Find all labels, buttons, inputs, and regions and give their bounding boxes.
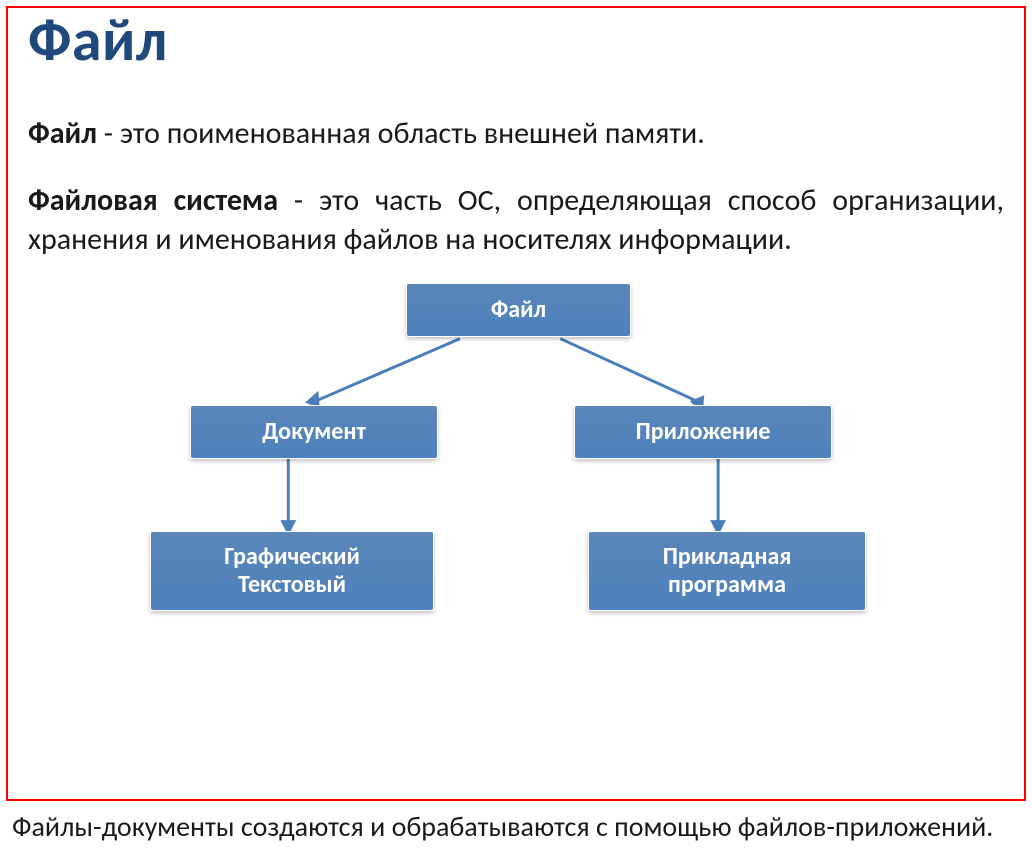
slide-title: Файл (28, 8, 1004, 74)
slide-frame: Файл Файл - это поименованная область вн… (6, 6, 1026, 801)
term-filesystem: Файловая система (28, 182, 278, 219)
diagram-node-rightc: Прикладная программа (588, 531, 866, 611)
diagram-node-left: Документ (190, 405, 438, 459)
diagram-node-leftc: Графический Текстовый (150, 531, 434, 611)
definition-file: Файл - это поименованная область внешней… (28, 114, 1004, 153)
term-file: Файл (28, 115, 97, 152)
definition-file-text: - это поименованная область внешней памя… (97, 115, 705, 152)
diagram-node-root: Файл (406, 283, 631, 337)
definition-filesystem: Файловая система - это часть ОС, определ… (28, 181, 1004, 259)
diagram-node-right: Приложение (574, 405, 832, 459)
footer-note: Файлы-документы создаются и обрабатывают… (12, 809, 1020, 844)
file-tree-diagram: Файл Документ Приложение Графический Тексто… (28, 273, 1004, 643)
